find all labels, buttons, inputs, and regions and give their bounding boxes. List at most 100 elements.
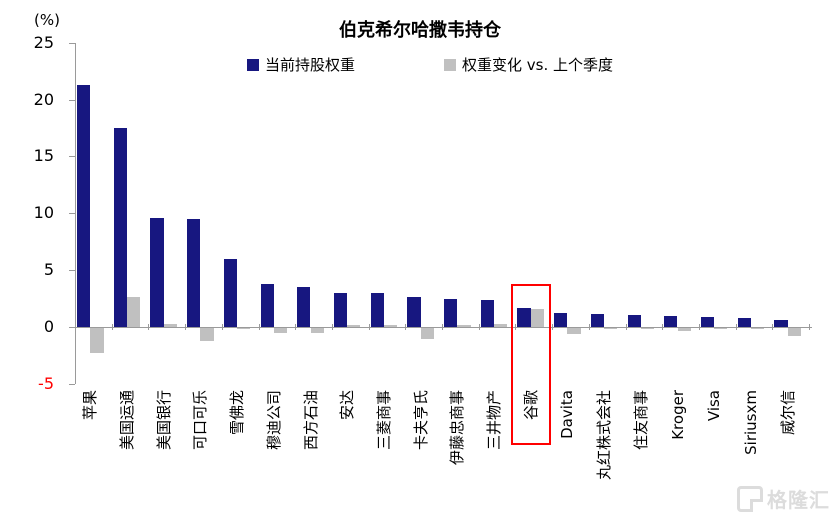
- x-axis-tick: [111, 324, 113, 330]
- x-axis-tick: [625, 324, 627, 330]
- y-axis-tick-label: 20: [33, 89, 54, 109]
- category-label-text: 威尔信: [778, 390, 797, 436]
- x-axis-tick: [588, 324, 590, 330]
- holding-weight-bar: [737, 317, 751, 327]
- google-highlight-box: [510, 284, 551, 445]
- holding-weight-bar: [554, 313, 568, 327]
- holding-weight-bar: [370, 292, 384, 327]
- current-weight-legend-swatch-icon: [247, 58, 259, 71]
- weight-change-bar: [714, 328, 728, 329]
- holding-weight-bar: [407, 297, 421, 327]
- x-axis: [75, 327, 812, 328]
- category-label-text: 丸红株式会社: [595, 390, 614, 481]
- holding-weight-bar: [517, 307, 531, 327]
- weight-change-bar: [163, 323, 177, 327]
- y-axis-tick-label: 15: [33, 146, 54, 166]
- category-label-text: 可口可乐: [191, 390, 210, 451]
- y-axis-tick: [69, 42, 75, 44]
- holding-weight-bar: [480, 299, 494, 327]
- weight-change-bar: [383, 324, 398, 327]
- holding-weight-bar: [77, 84, 91, 327]
- x-axis-tick: [148, 324, 150, 330]
- weight-change-bar: [420, 328, 434, 340]
- y-axis-tick: [69, 213, 75, 215]
- y-axis-tick-label: 10: [33, 203, 54, 223]
- x-axis-tick: [515, 324, 517, 330]
- y-axis-tick: [69, 327, 75, 328]
- category-label-text: 美国银行: [154, 390, 173, 451]
- x-axis-tick: [75, 324, 76, 330]
- x-axis-tick: [772, 324, 774, 330]
- y-axis-tick: [69, 99, 75, 101]
- holding-weight-bar: [627, 315, 641, 327]
- weight-change-bar: [127, 297, 141, 327]
- holding-weight-bar: [333, 292, 348, 327]
- weight-change-bar: [567, 328, 581, 334]
- category-label-text: 伊藤忠商事: [448, 390, 467, 466]
- x-axis-tick: [221, 324, 223, 330]
- category-label-text: 西方石油: [301, 390, 320, 451]
- x-axis-tick: [185, 324, 187, 330]
- y-axis-tick-label: -5: [38, 373, 54, 393]
- weight-change-bar: [494, 323, 508, 327]
- x-axis-tick: [552, 324, 554, 330]
- weight-change-bar: [677, 328, 691, 331]
- holding-weight-bar: [297, 287, 311, 327]
- category-label-text: 安达: [338, 390, 357, 421]
- x-axis-tick: [478, 324, 480, 330]
- watermark-text: 格隆汇: [767, 488, 830, 512]
- holding-weight-bar: [187, 218, 201, 327]
- y-axis-tick-label: 25: [33, 32, 54, 52]
- weight-change-bar: [787, 328, 801, 336]
- weight-change-bar: [273, 328, 288, 333]
- category-label-text: 三菱商事: [374, 390, 393, 451]
- x-axis-tick: [442, 324, 443, 330]
- gelonghui-logo-icon: [737, 485, 763, 512]
- legend-label: 当前持股权重: [265, 56, 356, 74]
- x-axis-tick: [368, 324, 370, 330]
- category-label-text: 穆迪公司: [264, 390, 283, 451]
- weight-change-bar: [604, 328, 618, 330]
- holding-weight-bar: [590, 313, 605, 327]
- weight-change-bar: [310, 328, 324, 333]
- legend-label: 权重变化 vs. 上个季度: [462, 56, 613, 74]
- weight-change-bar: [200, 328, 214, 341]
- y-axis-unit-label: (%): [34, 11, 60, 29]
- category-label-text: Kroger: [668, 390, 687, 440]
- category-label-text: Visa: [705, 390, 724, 422]
- x-axis-tick: [809, 324, 810, 330]
- holding-weight-bar: [700, 317, 715, 327]
- holding-weight-bar: [774, 319, 788, 327]
- category-label-text: 三井物产: [485, 390, 503, 451]
- chart-title: 伯克希尔哈撒韦持仓: [339, 20, 501, 41]
- x-axis-tick: [405, 324, 407, 330]
- y-axis-tick-label: 5: [43, 260, 54, 280]
- weight-change-bar: [347, 324, 361, 327]
- category-label-text: Siriusxm: [741, 390, 760, 455]
- category-label-text: Davita: [558, 390, 577, 439]
- category-label-text: 苹果: [81, 390, 100, 421]
- x-axis-tick: [331, 324, 333, 330]
- weight-change-legend-swatch-icon: [444, 58, 456, 71]
- holding-weight-bar: [223, 258, 238, 327]
- holding-weight-bar: [260, 283, 274, 327]
- legend-entry-current-weight: 当前持股权重: [247, 54, 355, 75]
- weight-change-bar: [750, 328, 765, 329]
- y-axis-tick-label: 0: [43, 317, 54, 336]
- y-axis-tick: [69, 270, 75, 272]
- category-label-text: 美国运通: [118, 390, 136, 451]
- holding-weight-bar: [150, 217, 164, 327]
- gelonghui-watermark: 格隆汇: [737, 484, 830, 513]
- x-axis-tick: [698, 324, 700, 330]
- weight-change-bar: [457, 324, 471, 327]
- weight-change-bar: [640, 328, 655, 329]
- category-label-text: 雪佛龙: [228, 390, 247, 436]
- holding-weight-bar: [444, 298, 458, 327]
- category-label-text: 住友商事: [631, 390, 650, 451]
- weight-change-bar: [530, 308, 544, 327]
- weight-change-bar: [237, 328, 251, 330]
- holding-weight-bar: [113, 128, 127, 327]
- category-label-text: 卡夫亨氏: [411, 390, 430, 451]
- y-axis-tick: [69, 383, 75, 385]
